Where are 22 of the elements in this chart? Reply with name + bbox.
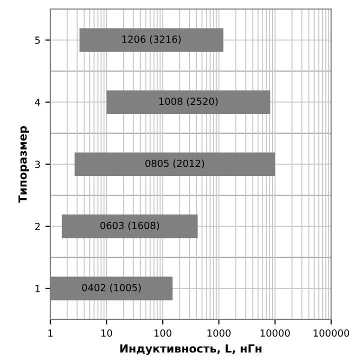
annotation: 0805 (2012) — [145, 160, 204, 168]
y-tick-label: 3 — [35, 160, 40, 168]
x-tick-label: 10 — [101, 329, 112, 337]
x-tick-label: 1 — [48, 330, 53, 337]
annotation: 0402 (1005) — [82, 284, 141, 292]
annotation: 0603 (1608) — [100, 222, 160, 230]
y-tick-label: 1 — [36, 285, 40, 292]
bar — [62, 214, 198, 238]
bar — [80, 28, 224, 52]
x-tick-label: 100000 — [314, 329, 350, 337]
bar — [106, 90, 270, 114]
annotation: 1206 (3216) — [122, 35, 181, 44]
y-tick-label: 5 — [35, 36, 40, 44]
bar — [74, 152, 276, 176]
annotation: 1008 (2520) — [159, 97, 218, 106]
y-axis-title: Типоразмер — [18, 126, 29, 203]
y-tick-label: 4 — [34, 98, 40, 106]
x-tick-label: 1000 — [208, 329, 231, 337]
y-tick-label: 2 — [35, 222, 40, 230]
x-tick-label: 10000 — [260, 329, 290, 337]
x-tick-label: 100 — [154, 329, 172, 337]
x-axis-title: Индуктивность, L, нГн — [120, 344, 262, 355]
